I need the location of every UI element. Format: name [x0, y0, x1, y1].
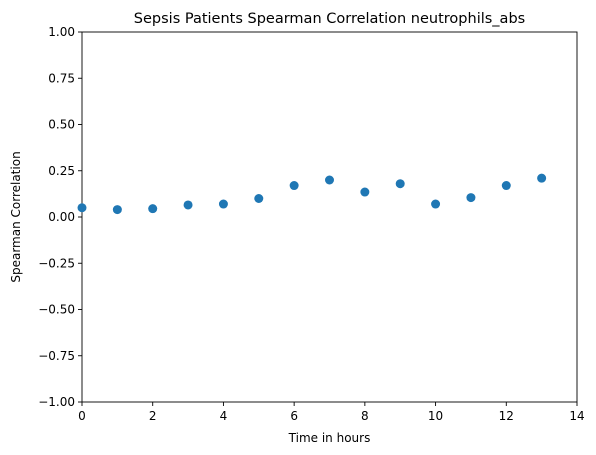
- data-points: [78, 174, 547, 214]
- y-axis: −1.00 −0.75 −0.50 −0.25 0.00 0.25 0.50 0.75 1.00: [38, 25, 82, 409]
- x-axis: 0 2 4 6 8 10 12 14: [78, 402, 584, 423]
- y-tick-label: 0.25: [48, 164, 75, 178]
- data-point: [431, 200, 440, 209]
- y-tick-label: 0.75: [48, 71, 75, 85]
- x-axis-title: Time in hours: [288, 431, 371, 445]
- x-tick-label: 6: [290, 409, 298, 423]
- x-tick-label: 4: [220, 409, 228, 423]
- data-point: [254, 194, 263, 203]
- y-tick-label: 0.00: [48, 210, 75, 224]
- data-point: [325, 176, 334, 185]
- y-tick-label: 0.50: [48, 118, 75, 132]
- x-tick-label: 10: [428, 409, 443, 423]
- data-point: [537, 174, 546, 183]
- data-point: [502, 181, 511, 190]
- y-tick-label: −1.00: [38, 395, 75, 409]
- x-tick-label: 8: [361, 409, 369, 423]
- y-tick-label: −0.75: [38, 349, 75, 363]
- chart-title: Sepsis Patients Spearman Correlation neu…: [134, 11, 525, 27]
- plot-frame: [82, 32, 577, 402]
- y-tick-label: 1.00: [48, 25, 75, 39]
- x-tick-label: 14: [569, 409, 584, 423]
- data-point: [113, 205, 122, 214]
- data-point: [466, 193, 475, 202]
- data-point: [148, 204, 157, 213]
- data-point: [360, 188, 369, 197]
- x-tick-label: 2: [149, 409, 157, 423]
- data-point: [290, 181, 299, 190]
- y-tick-label: −0.25: [38, 256, 75, 270]
- y-tick-label: −0.50: [38, 303, 75, 317]
- y-axis-title: Spearman Correlation: [9, 151, 23, 282]
- x-tick-label: 12: [499, 409, 514, 423]
- data-point: [78, 203, 87, 212]
- x-tick-label: 0: [78, 409, 86, 423]
- data-point: [184, 200, 193, 209]
- data-point: [219, 200, 228, 209]
- data-point: [396, 179, 405, 188]
- plot-area: [82, 32, 577, 402]
